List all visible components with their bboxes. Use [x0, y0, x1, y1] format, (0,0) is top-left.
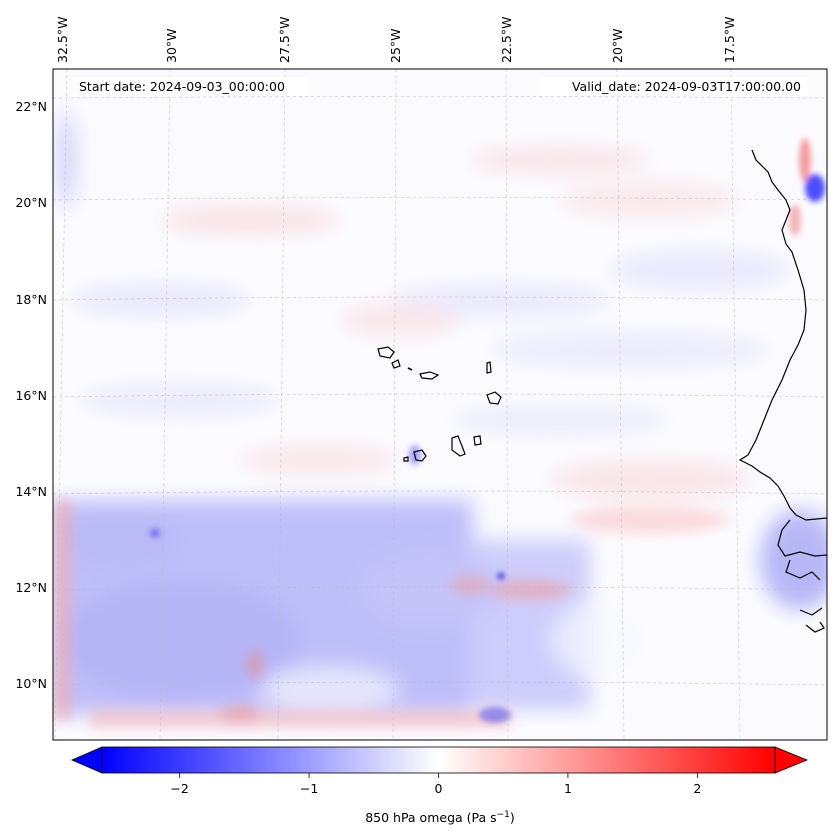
- island-sal: [486, 361, 492, 374]
- colorbar-tick-label: 0: [435, 781, 443, 796]
- coastlines: [377, 149, 827, 633]
- valid-date-text: Valid_date: 2024-09-03T17:00:00.00: [572, 79, 801, 94]
- lon-label-20w: 20°W: [610, 28, 625, 63]
- lat-label-16n: 16°N: [15, 388, 47, 403]
- island-sao-nicolau: [419, 371, 440, 380]
- lat-label-12n: 12°N: [15, 580, 47, 595]
- island-sao-vicente: [391, 359, 401, 369]
- lon-label-17-5w: 17.5°W: [722, 17, 737, 63]
- colorbar: −2 −1 0 1 2 850 hPa omega (Pa s−1): [70, 746, 809, 825]
- island-brava: [403, 456, 409, 462]
- lat-label-22n: 22°N: [15, 99, 47, 114]
- colorbar-tick-label: 2: [693, 781, 701, 796]
- island-santiago: [451, 435, 466, 457]
- lat-label-20n: 20°N: [15, 195, 47, 210]
- colorbar-gradient: [102, 747, 775, 773]
- start-date-box: [72, 77, 308, 96]
- lon-label-27-5w: 27.5°W: [277, 17, 292, 63]
- gridlines: [53, 69, 827, 740]
- latitude-labels: 22°N 20°N 18°N 16°N 14°N 12°N 10°N: [15, 99, 47, 691]
- colorbar-tick-label: −1: [300, 781, 318, 796]
- africa-coastline: [738, 149, 827, 521]
- omega-field: [53, 110, 827, 728]
- island-maio: [473, 435, 482, 446]
- map-area: [53, 69, 827, 740]
- island-santo-antao: [377, 346, 395, 359]
- longitude-labels: 32.5°W 30°W 27.5°W 25°W 22.5°W 20°W 17.5…: [55, 17, 737, 63]
- colorbar-label: 850 hPa omega (Pa s−1): [365, 810, 515, 825]
- colorbar-extend-low: [70, 746, 103, 774]
- island-boa-vista: [486, 391, 502, 405]
- lon-label-22-5w: 22.5°W: [499, 17, 514, 63]
- lat-label-18n: 18°N: [15, 292, 47, 307]
- lon-label-25w: 25°W: [388, 28, 403, 63]
- island-fogo: [413, 449, 427, 462]
- start-date-text: Start date: 2024-09-03_00:00:00: [79, 79, 285, 94]
- lon-label-30w: 30°W: [164, 28, 179, 63]
- lat-label-14n: 14°N: [15, 484, 47, 499]
- valid-date-box: [540, 77, 808, 96]
- colorbar-tick-label: 1: [564, 781, 572, 796]
- lon-label-32-5w: 32.5°W: [55, 17, 70, 63]
- colorbar-extend-high: [774, 746, 809, 774]
- lat-label-10n: 10°N: [15, 676, 47, 691]
- colorbar-ticks: −2 −1 0 1 2: [170, 773, 701, 796]
- colorbar-tick-label: −2: [170, 781, 188, 796]
- map-frame: [52, 68, 828, 741]
